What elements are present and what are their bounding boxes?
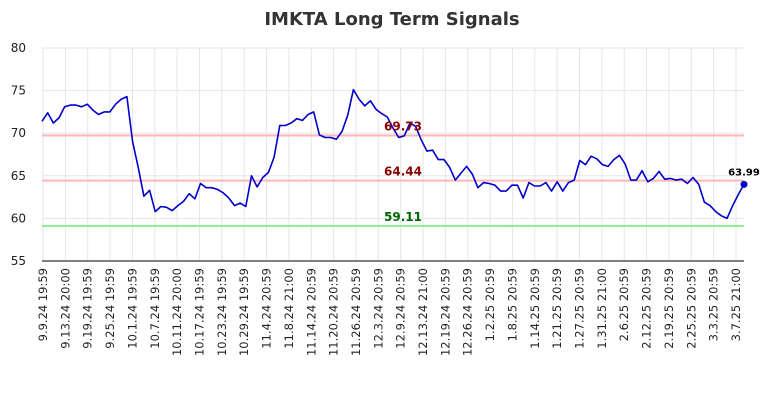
last-point-marker xyxy=(740,180,748,188)
x-tick-label: 1.14.25 20:59 xyxy=(528,268,542,349)
x-tick-label: 9.13.24 20:00 xyxy=(58,268,72,349)
x-tick-label: 2.12.25 20:59 xyxy=(640,268,654,349)
level-label: 59.11 xyxy=(384,210,422,224)
x-tick-label: 9.9.24 19:59 xyxy=(36,268,50,341)
x-tick-label: 10.23.24 19:59 xyxy=(215,268,229,356)
x-tick-label: 12.3.24 20:59 xyxy=(371,268,385,349)
x-tick-label: 2.19.25 20:59 xyxy=(662,268,676,349)
signal-levels xyxy=(42,134,744,227)
price-line xyxy=(41,88,745,220)
x-tick-label: 10.29.24 19:59 xyxy=(237,268,251,356)
x-tick-label: 1.2.25 20:59 xyxy=(483,268,497,341)
x-tick-label: 10.17.24 19:59 xyxy=(192,268,206,356)
x-tick-label: 1.21.25 20:59 xyxy=(550,268,564,349)
x-tick-label: 9.25.24 19:59 xyxy=(103,268,117,349)
x-tick-label: 10.1.24 19:59 xyxy=(125,268,139,349)
y-tick-label: 80 xyxy=(11,41,26,55)
x-tick-label: 12.19.24 20:59 xyxy=(438,268,452,356)
x-tick-label: 1.8.25 20:59 xyxy=(505,268,519,341)
x-tick-label: 3.3.25 20:59 xyxy=(707,268,721,341)
y-tick-label: 65 xyxy=(11,169,26,183)
x-tick-label: 2.6.25 20:59 xyxy=(617,268,631,341)
x-tick-label: 12.9.24 20:59 xyxy=(394,268,408,349)
y-tick-label: 55 xyxy=(11,254,26,268)
level-label: 69.73 xyxy=(384,120,422,134)
chart-title: IMKTA Long Term Signals xyxy=(264,9,519,30)
y-tick-label: 60 xyxy=(11,211,26,225)
annotations: 69.73 64.44 59.11 63.99 xyxy=(384,120,760,224)
x-tick-label: 11.14.24 20:59 xyxy=(304,268,318,356)
gridlines xyxy=(42,47,744,262)
x-tick-label: 12.26.24 20:59 xyxy=(461,268,475,356)
x-tick-labels: 9.9.24 19:59 9.13.24 20:00 9.19.24 19:59 9.… xyxy=(36,268,743,356)
x-tick-label: 9.19.24 19:59 xyxy=(81,268,95,349)
x-tick-label: 11.4.24 20:59 xyxy=(260,268,274,349)
x-tick-label: 11.8.24 21:00 xyxy=(282,268,296,349)
x-tick-label: 1.31.25 21:00 xyxy=(595,268,609,349)
series xyxy=(41,88,748,220)
x-tick-label: 3.7.25 21:00 xyxy=(729,268,743,341)
x-tick-label: 1.27.25 20:59 xyxy=(573,268,587,349)
x-tick-label: 12.13.24 21:00 xyxy=(416,268,430,356)
x-tick-label: 11.20.24 20:59 xyxy=(327,268,341,356)
y-tick-label: 70 xyxy=(11,126,26,140)
y-tick-labels: 55 60 65 70 75 80 xyxy=(11,41,26,268)
x-tick-label: 2.25.25 20:59 xyxy=(684,268,698,349)
x-tick-label: 10.11.24 20:00 xyxy=(170,268,184,356)
x-tick-label: 11.26.24 20:59 xyxy=(349,268,363,356)
x-tick-label: 10.7.24 19:59 xyxy=(148,268,162,349)
last-value-label: 63.99 xyxy=(728,167,760,178)
y-tick-label: 75 xyxy=(11,84,26,98)
level-label: 64.44 xyxy=(384,165,422,179)
